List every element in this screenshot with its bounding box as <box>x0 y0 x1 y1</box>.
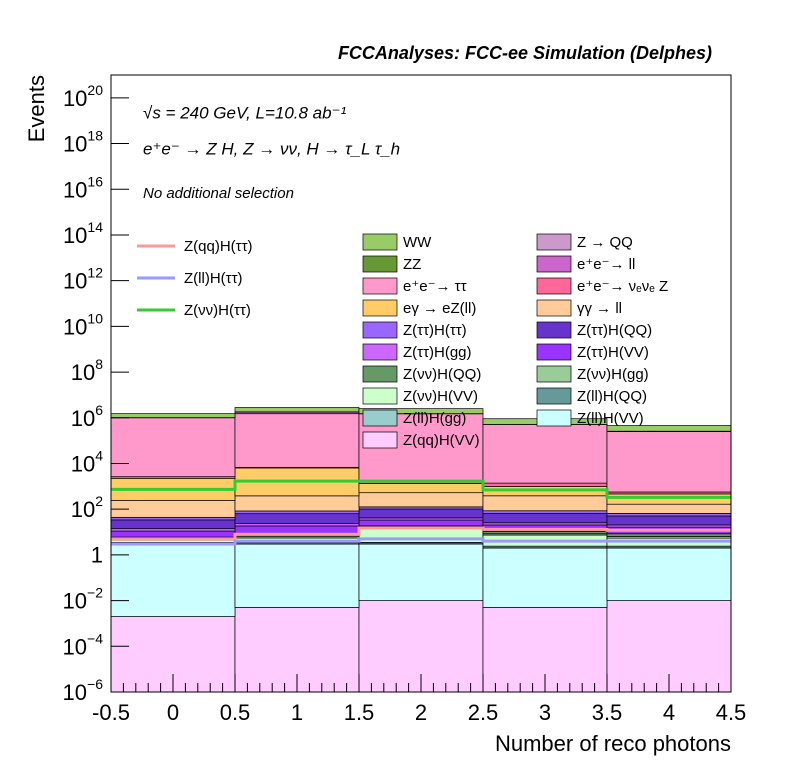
histogram-bar <box>483 548 607 607</box>
legend-swatch <box>537 322 571 338</box>
legend-swatch <box>363 388 397 404</box>
y-axis-label: Events <box>24 75 49 142</box>
legend-label: ZZ <box>403 256 421 273</box>
x-tick-label: 0.5 <box>220 700 251 725</box>
legend-label: Z(ττ)H(VV) <box>577 344 649 361</box>
legend-swatch <box>363 300 397 316</box>
histogram-bar <box>235 496 359 511</box>
histogram-bar <box>111 418 235 477</box>
x-axis-label: Number of reco photons <box>495 731 731 756</box>
histogram-bar <box>359 544 483 601</box>
histogram-bar <box>607 513 731 516</box>
plot-area <box>111 407 731 692</box>
legend-label: Z(νν)H(ττ) <box>184 302 251 319</box>
histogram-bar <box>607 548 731 601</box>
legend-label: Z(νν)H(QQ) <box>403 366 481 383</box>
histogram-bar <box>483 511 607 514</box>
legend-label: eγ → eZ(ll) <box>403 300 476 317</box>
histogram-bar <box>607 432 731 492</box>
histogram-bar <box>235 414 359 468</box>
legend-swatch <box>363 278 397 294</box>
histogram-bar <box>483 513 607 522</box>
legend-label: Z(ll)H(VV) <box>577 410 644 427</box>
histogram-bar <box>483 496 607 511</box>
x-tick-label: -0.5 <box>92 700 130 725</box>
histogram-bar <box>111 500 235 517</box>
legend-swatch <box>537 344 571 360</box>
legend-swatch <box>363 366 397 382</box>
histogram-bar <box>359 484 483 493</box>
legend-swatch <box>363 432 397 448</box>
histogram-bar <box>359 493 483 507</box>
legend-label: Z(ll)H(gg) <box>403 410 466 427</box>
legend-label: Z(νν)H(gg) <box>577 366 649 383</box>
chart-title: FCCAnalyses: FCC-ee Simulation (Delphes) <box>338 43 712 63</box>
histogram-bar <box>235 511 359 514</box>
x-tick-label: 1.5 <box>344 700 375 725</box>
legend-swatch <box>537 278 571 294</box>
histogram-bar <box>235 544 359 608</box>
annotation: No additional selection <box>143 185 294 202</box>
legend-swatch <box>537 300 571 316</box>
histogram-bar <box>483 425 607 483</box>
legend-swatch <box>363 256 397 272</box>
histogram-bar <box>483 483 607 486</box>
x-tick-label: 2 <box>415 700 427 725</box>
histogram-bar <box>235 526 359 534</box>
x-tick-label: 0 <box>167 700 179 725</box>
histogram-bar <box>111 544 235 617</box>
legend-label: γγ → ll <box>577 300 622 317</box>
legend-label: Z(ll)H(QQ) <box>577 388 647 405</box>
legend-swatch <box>537 366 571 382</box>
legend-swatch <box>363 344 397 360</box>
legend-swatch <box>537 256 571 272</box>
legend-swatch <box>537 234 571 250</box>
legend-label: Z(ll)H(ττ) <box>184 270 243 287</box>
legend-label: e⁺e⁻→ ττ <box>403 278 467 295</box>
histogram-bar <box>111 414 235 418</box>
x-tick-label: 2.5 <box>468 700 499 725</box>
legend-label: Z(qq)H(ττ) <box>184 238 253 255</box>
histogram-bar <box>359 520 483 526</box>
histogram-bar <box>607 516 731 525</box>
annotation: e⁺e⁻ → Z H, Z → νν, H → τ_L τ_h <box>143 139 400 158</box>
x-tick-label: 3.5 <box>592 700 623 725</box>
legend-swatch <box>363 322 397 338</box>
legend-label: Z(ττ)H(QQ) <box>577 322 652 339</box>
histogram-bar <box>111 517 235 520</box>
x-tick-label: 4.5 <box>716 700 747 725</box>
legend-swatch <box>537 410 571 426</box>
histogram-bar <box>235 514 359 524</box>
histogram-bar <box>235 407 359 411</box>
histogram-bar <box>359 509 483 518</box>
legend-label: Z → QQ <box>577 234 633 251</box>
histogram-bar <box>111 529 235 531</box>
legend-swatch <box>537 388 571 404</box>
annotation: √s = 240 GeV, L=10.8 ab⁻¹ <box>143 103 347 122</box>
legend-label: WW <box>403 234 432 251</box>
x-tick-label: 4 <box>663 700 675 725</box>
histogram-bar <box>607 504 731 513</box>
histogram-bar <box>111 531 235 537</box>
y-tick-label: 1 <box>91 543 103 568</box>
x-tick-label: 3 <box>539 700 551 725</box>
histogram-bar <box>235 524 359 526</box>
legend-swatch <box>363 410 397 426</box>
x-tick-label: 1 <box>291 700 303 725</box>
legend-label: Z(νν)H(VV) <box>403 388 478 405</box>
legend-label: Z(ττ)H(gg) <box>403 344 472 361</box>
legend-label: e⁺e⁻→ νₑνₑ Z <box>577 278 668 295</box>
histogram-bar <box>607 494 731 504</box>
legend-label: Z(ττ)H(ττ) <box>403 322 467 339</box>
legend-swatch <box>363 234 397 250</box>
histogram-bar <box>607 534 731 537</box>
legend-label: e⁺e⁻→ ll <box>577 256 635 273</box>
legend-label: Z(qq)H(VV) <box>403 432 480 449</box>
histogram-bar <box>111 520 235 529</box>
